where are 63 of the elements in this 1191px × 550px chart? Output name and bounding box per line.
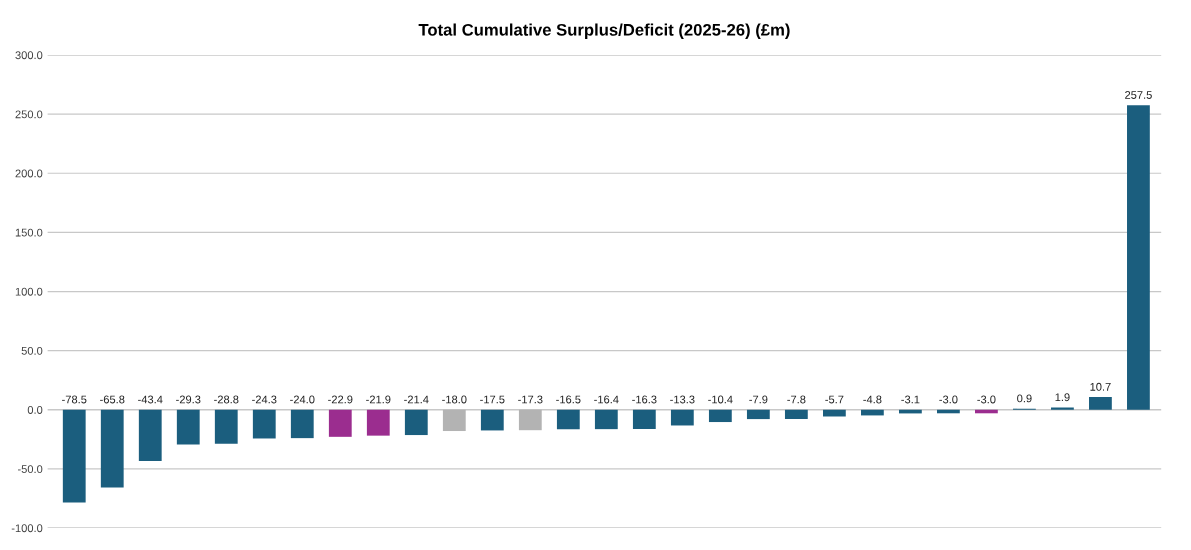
bar (632, 409, 656, 430)
bar (1051, 407, 1074, 410)
data-label: -43.4 (138, 395, 163, 404)
data-label: -16.3 (632, 395, 657, 404)
data-label: -3.0 (977, 395, 996, 404)
data-label: -17.5 (480, 395, 505, 404)
bar (708, 409, 732, 423)
bar (822, 409, 846, 417)
data-label: -17.3 (518, 395, 543, 404)
bar (290, 409, 314, 439)
y-tick-label: 0.0 (27, 406, 43, 414)
y-tick-label: 50.0 (21, 346, 43, 355)
bar (480, 409, 504, 431)
bar (784, 409, 808, 419)
bar (62, 409, 86, 503)
data-label: 257.5 (1125, 91, 1152, 99)
bar (442, 409, 466, 432)
bar (1089, 397, 1112, 410)
bar (1127, 105, 1150, 410)
data-label: -3.0 (939, 395, 958, 404)
bar (100, 409, 124, 488)
data-label: -65.8 (100, 395, 125, 404)
chart-title: Total Cumulative Surplus/Deficit (2025-26) (£m) (418, 23, 790, 40)
bar (214, 409, 238, 444)
bar (746, 409, 770, 420)
bar (176, 409, 200, 445)
data-label: 1.9 (1055, 393, 1070, 402)
data-label: 10.7 (1090, 382, 1111, 391)
y-tick-label: 250.0 (15, 110, 43, 119)
data-label: -7.9 (749, 395, 768, 404)
data-label: -24.0 (290, 395, 315, 404)
data-label: -21.9 (366, 395, 391, 404)
bar (252, 409, 276, 439)
y-tick-label: -100.0 (11, 524, 43, 533)
bar (670, 409, 694, 426)
data-label: -28.8 (214, 395, 239, 404)
y-tick-label: 200.0 (15, 169, 43, 178)
data-label: -13.3 (670, 395, 695, 404)
data-label: -5.7 (825, 395, 844, 404)
data-label: -78.5 (62, 395, 87, 404)
data-label: -7.8 (787, 395, 806, 404)
data-label: -16.4 (594, 395, 619, 404)
data-label: 0.9 (1017, 394, 1032, 403)
data-label: -18.0 (442, 395, 467, 404)
y-tick-label: 150.0 (15, 228, 43, 237)
data-label: -29.3 (176, 395, 201, 404)
bar (404, 409, 428, 436)
bar (328, 409, 352, 437)
bar (594, 409, 618, 430)
data-label: -22.9 (328, 395, 353, 404)
bar (366, 409, 390, 436)
y-tick-label: 100.0 (15, 287, 43, 296)
data-label: -4.8 (863, 395, 882, 404)
bar (556, 409, 580, 430)
data-label: -16.5 (556, 395, 581, 404)
data-label: -21.4 (404, 395, 429, 404)
data-label: -10.4 (708, 395, 733, 404)
y-tick-label: -50.0 (17, 465, 43, 474)
y-tick-label: 300.0 (15, 51, 43, 60)
bar (138, 409, 162, 462)
data-label: -3.1 (901, 395, 920, 404)
data-label: -24.3 (252, 395, 277, 404)
bar (518, 409, 542, 431)
